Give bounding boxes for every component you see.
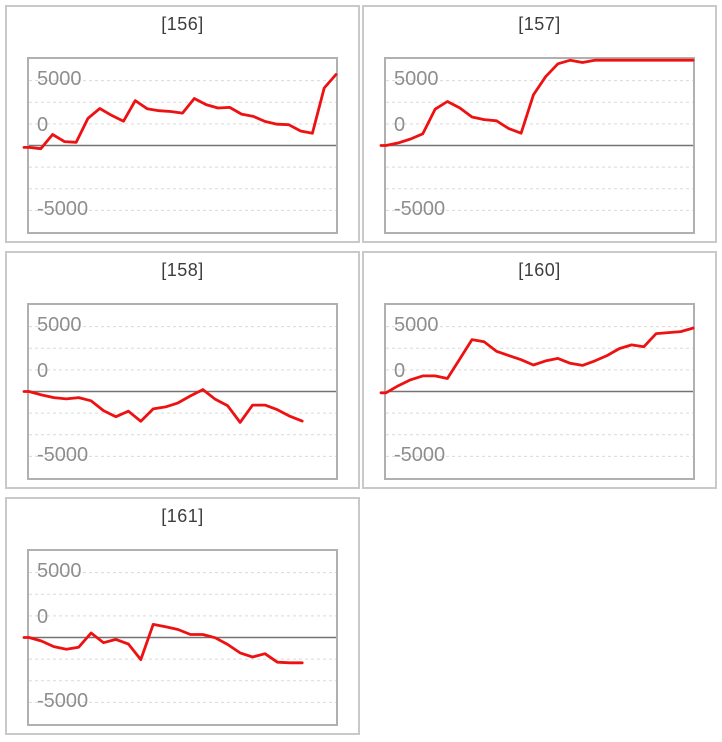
plot-area: 5000 0 -5000 (379, 57, 695, 234)
y-axis-label-0: 0 (37, 360, 49, 382)
line-chart-svg (379, 58, 695, 211)
y-axis-label-neg5000: -5000 (394, 198, 446, 220)
plot-area: 5000 0 -5000 (22, 549, 338, 726)
y-axis-label-5000: 5000 (394, 314, 439, 336)
y-axis-label-neg5000: -5000 (394, 444, 446, 466)
plot-area: 5000 0 -5000 (22, 57, 338, 234)
y-axis-label-5000: 5000 (37, 314, 82, 336)
chart-title: [160] (518, 260, 561, 280)
chart-title: [161] (161, 506, 204, 526)
chart-panel-158: [158] 5000 0 -5000 (5, 251, 360, 489)
y-axis-label-neg5000: -5000 (37, 690, 89, 712)
line-chart-svg (22, 572, 336, 703)
line-chart-svg (22, 326, 336, 457)
chart-panel-160: [160] 5000 0 -5000 (362, 251, 717, 489)
chart-panel-157: [157] 5000 0 -5000 (362, 5, 717, 243)
y-axis-label-5000: 5000 (37, 560, 82, 582)
y-axis-label-5000: 5000 (394, 68, 439, 90)
y-axis-label-neg5000: -5000 (37, 444, 89, 466)
line-chart-svg (379, 326, 695, 457)
plot-area: 5000 0 -5000 (379, 303, 695, 480)
chart-panel-156: [156] 5000 0 -5000 (5, 5, 360, 243)
y-axis-label-0: 0 (394, 114, 406, 136)
y-axis-label-0: 0 (394, 360, 406, 382)
y-axis-label-0: 0 (37, 606, 49, 628)
chart-panel-161: [161] 5000 0 -5000 (5, 497, 360, 735)
chart-title: [158] (161, 260, 204, 280)
chart-title: [156] (161, 14, 204, 34)
y-axis-label-neg5000: -5000 (37, 198, 89, 220)
y-axis-label-5000: 5000 (37, 68, 82, 90)
chart-title: [157] (518, 14, 561, 34)
plot-area: 5000 0 -5000 (22, 303, 338, 480)
y-axis-label-0: 0 (37, 114, 49, 136)
line-chart-svg (22, 73, 338, 211)
